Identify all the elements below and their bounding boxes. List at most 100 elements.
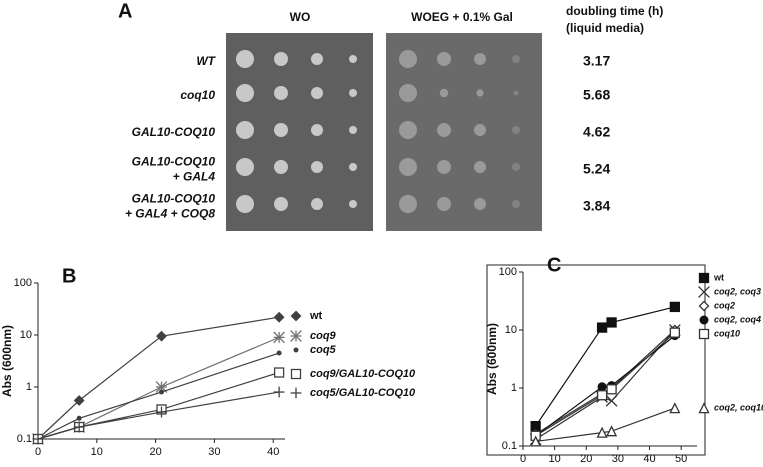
yeast-spot [236, 158, 254, 176]
yeast-spot [474, 161, 486, 173]
doubling-header: (liquid media) [566, 21, 644, 35]
marker [273, 311, 285, 323]
yeast-spot [311, 198, 323, 210]
yeast-spot [274, 86, 288, 100]
yeast-spot [513, 90, 519, 96]
legend-marker [699, 315, 709, 325]
marker [156, 406, 167, 418]
panel-frame [486, 264, 706, 456]
y-tick-label: 0.1 [17, 433, 32, 445]
marker [597, 382, 607, 392]
marker [596, 390, 608, 401]
yeast-spot [274, 123, 288, 137]
doubling-time: 5.68 [583, 87, 610, 103]
y-tick-label: 10 [20, 329, 32, 341]
yeast-spot [437, 52, 451, 66]
marker [669, 402, 681, 414]
y-tick-label: 100 [14, 277, 32, 289]
yeast-spot [349, 163, 357, 171]
legend-label: coq2, coq10 [714, 402, 763, 412]
x-tick-label: 0 [520, 453, 526, 465]
yeast-spot [349, 200, 357, 208]
legend-label: wt [309, 310, 323, 322]
x-tick-label: 40 [643, 453, 655, 465]
yeast-spot [399, 121, 417, 139]
panel-label: A [118, 0, 132, 22]
strain-label: WT [196, 54, 216, 68]
marker [32, 433, 44, 445]
strain-label: + GAL4 + COQ8 [125, 207, 215, 221]
x-tick-label: 30 [208, 446, 220, 458]
yeast-spot [274, 52, 288, 66]
series-line [37, 316, 280, 440]
yeast-spot [311, 161, 323, 173]
marker [606, 384, 617, 395]
yeast-spot [311, 53, 323, 65]
strain-label: GAL10-COQ10 [132, 155, 216, 169]
marker [530, 435, 542, 447]
legend-label: coq5/GAL10-COQ10 [310, 387, 416, 399]
legend-marker [290, 368, 302, 380]
strain-label: coq10 [180, 88, 215, 102]
yeast-spot [474, 124, 486, 136]
legend-marker [698, 272, 710, 284]
marker [156, 330, 167, 342]
yeast-spot [439, 88, 449, 98]
x-tick-label: 30 [612, 453, 624, 465]
x-tick-label: 10 [91, 446, 103, 458]
x-tick-label: 10 [549, 453, 561, 465]
legend-label: coq9/GAL10-COQ10 [310, 368, 416, 380]
legend-label: wt [713, 272, 724, 282]
marker [159, 389, 164, 395]
yeast-spot [474, 198, 486, 210]
yeast-spot [349, 126, 357, 134]
legend-label: coq2, coq3 [714, 286, 761, 296]
legend-marker [698, 300, 710, 312]
yeast-spot [236, 195, 254, 213]
panel-label: C [547, 254, 561, 276]
series-line [37, 391, 280, 440]
x-tick-label: 0 [35, 446, 41, 458]
legend-marker [290, 387, 302, 399]
y-tick-label: 1 [511, 382, 517, 394]
y-tick-label: 0.1 [502, 440, 517, 452]
yeast-spot [512, 126, 520, 134]
marker [606, 425, 618, 437]
legend-marker [290, 330, 302, 342]
legend-marker [290, 310, 302, 322]
yeast-spot [512, 163, 520, 171]
marker [273, 386, 285, 398]
plate-title: WOEG + 0.1% Gal [411, 10, 513, 24]
strain-label: + GAL4 [173, 170, 216, 184]
doubling-time: 3.84 [583, 198, 610, 214]
marker [73, 421, 85, 433]
yeast-spot [236, 84, 254, 102]
y-tick-label: 1 [26, 381, 32, 393]
y-tick-label: 10 [505, 324, 517, 336]
y-axis-label: Abs (600nm) [485, 323, 499, 395]
doubling-time: 5.24 [583, 161, 610, 177]
marker [669, 327, 681, 338]
legend-label: coq2, coq4 [714, 314, 761, 324]
yeast-spot [311, 87, 323, 99]
yeast-spot [349, 55, 357, 63]
yeast-spot [399, 84, 417, 102]
yeast-spot [311, 124, 323, 136]
yeast-spot [476, 89, 484, 97]
marker [596, 322, 608, 333]
marker [596, 426, 608, 438]
yeast-spot [274, 197, 288, 211]
doubling-time: 4.62 [583, 124, 610, 140]
yeast-spot [399, 195, 417, 213]
panel-label: B [62, 265, 76, 287]
yeast-spot [399, 50, 417, 68]
marker [605, 395, 618, 407]
yeast-spot [474, 53, 486, 65]
x-tick-label: 20 [580, 453, 592, 465]
yeast-spot [349, 89, 357, 97]
yeast-spot [512, 55, 520, 63]
legend-label: coq9 [310, 330, 337, 342]
x-tick-label: 20 [149, 446, 161, 458]
series-line [535, 329, 676, 435]
yeast-spot [437, 123, 451, 137]
